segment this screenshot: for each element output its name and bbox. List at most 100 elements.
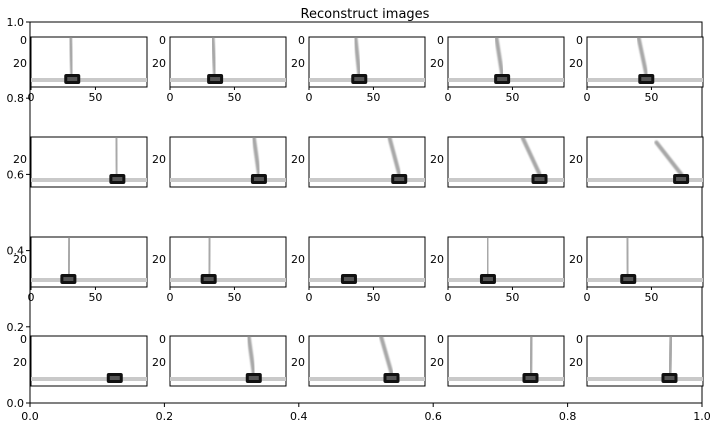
subplot-y-tick-label: 20: [13, 253, 27, 266]
subplot-x-tick-label: 50: [505, 91, 519, 104]
subplot-y-tick-label: 20: [430, 253, 444, 266]
pole: [378, 336, 394, 375]
subplot-panel: 0 20: [569, 333, 704, 387]
subplot-panel: 0 20 0 50: [152, 34, 287, 104]
subplot-y-tick-label: 0: [298, 333, 305, 346]
subplot-panel: 0 20 0 50: [569, 34, 704, 104]
cart-highlight: [248, 376, 259, 380]
subplot-x-tick-label: 50: [227, 91, 241, 104]
subplot-panel: 20: [152, 136, 287, 188]
cart-highlight: [203, 277, 214, 281]
subplot-y-tick-label: 0: [159, 333, 166, 346]
pole: [654, 140, 684, 176]
subplot-panel: 20: [430, 136, 565, 188]
pole: [251, 137, 261, 176]
pole: [246, 336, 256, 375]
subplot-panel: 20: [13, 136, 148, 188]
subplot-x-tick-label: 0: [445, 291, 452, 304]
pole: [66, 237, 72, 276]
pole: [353, 37, 362, 76]
subplot-y-tick-label: 20: [13, 153, 27, 166]
subplot-x-tick-label: 50: [644, 291, 658, 304]
background-axes: 0.0 0.2 0.4 0.6 0.8 1.0 0.0 0.2 0.4 0.6 0.8 1.0: [7, 16, 711, 423]
background-x-tick-label: 0.0: [21, 410, 39, 423]
background-x-tick-label: 0.6: [424, 410, 442, 423]
track-line: [309, 377, 425, 381]
track-line: [448, 178, 564, 182]
subplot-y-tick-label: 20: [430, 356, 444, 369]
subplot-x-tick-label: 50: [366, 91, 380, 104]
subplot-y-tick-label: 20: [291, 356, 305, 369]
cart-highlight: [63, 277, 74, 281]
subplot-y-tick-label: 0: [437, 333, 444, 346]
pole: [494, 37, 505, 76]
subplot-x-tick-label: 50: [644, 91, 658, 104]
subplot-panel: 20 0 50: [13, 236, 148, 304]
subplot-x-tick-label: 50: [88, 291, 102, 304]
background-x-tick-label: 0.2: [156, 410, 174, 423]
background-y-tick-label: 0.2: [7, 321, 25, 334]
track-line: [170, 78, 286, 82]
subplot-panel: 20: [569, 136, 704, 188]
subplot-y-tick-label: 20: [291, 57, 305, 70]
subplot-y-tick-label: 20: [430, 153, 444, 166]
track-line: [170, 278, 286, 282]
subplot-y-tick-label: 20: [569, 356, 583, 369]
pole: [636, 37, 649, 76]
subplot-y-tick-label: 20: [569, 153, 583, 166]
subplot-y-tick-label: 0: [437, 34, 444, 47]
background-y-tick-label: 0.6: [7, 168, 25, 181]
pole: [667, 336, 674, 375]
figure-title: Reconstruct images: [301, 7, 430, 22]
subplot-y-tick-label: 0: [298, 34, 305, 47]
subplot-x-tick-label: 0: [28, 291, 35, 304]
background-y-tick-label: 1.0: [7, 16, 25, 29]
cart-highlight: [641, 77, 652, 81]
cart-highlight: [525, 376, 536, 380]
cart-highlight: [482, 277, 493, 281]
cart-highlight: [386, 376, 397, 380]
pole: [485, 237, 490, 276]
subplot-x-tick-label: 0: [167, 291, 174, 304]
cart-highlight: [354, 77, 365, 81]
subplot-x-tick-label: 0: [584, 91, 591, 104]
cart-highlight: [343, 277, 354, 281]
subplot-y-tick-label: 0: [159, 34, 166, 47]
subplot-x-tick-label: 50: [366, 291, 380, 304]
subplot-panel: 20: [291, 136, 426, 188]
pole: [520, 137, 542, 176]
track-line: [587, 377, 703, 381]
subplot-x-tick-label: 50: [227, 291, 241, 304]
subplot-y-tick-label: 20: [152, 253, 166, 266]
cart-highlight: [623, 277, 634, 281]
subplot-x-tick-label: 50: [505, 291, 519, 304]
subplot-y-tick-label: 0: [576, 34, 583, 47]
cart-highlight: [67, 77, 78, 81]
cart-highlight: [253, 177, 264, 181]
pole: [624, 237, 631, 276]
subplot-panel: 0 20: [291, 333, 426, 387]
subplot-panel: 20 0 50: [430, 236, 565, 304]
cart-highlight: [394, 177, 405, 181]
subplot-x-tick-label: 0: [167, 91, 174, 104]
subplot-y-tick-label: 20: [152, 57, 166, 70]
cart-highlight: [109, 376, 120, 380]
subplot-y-tick-label: 20: [13, 57, 27, 70]
subplot-y-tick-label: 20: [569, 253, 583, 266]
pole: [387, 137, 402, 176]
subplot-panel: 0 20: [13, 333, 148, 387]
subplot-y-tick-label: 20: [569, 57, 583, 70]
subplot-y-tick-label: 20: [291, 253, 305, 266]
track-line: [170, 377, 286, 381]
subplot-x-tick-label: 0: [445, 91, 452, 104]
cart-highlight: [534, 177, 545, 181]
cart-highlight: [497, 77, 508, 81]
track-line: [587, 178, 703, 182]
background-x-tick-label: 0.4: [290, 410, 308, 423]
subplot-panel: 20 0 50: [569, 236, 704, 304]
pole: [528, 336, 534, 375]
subplot-panel: 0 20 0 50: [291, 34, 426, 104]
subplot-x-tick-label: 0: [306, 291, 313, 304]
